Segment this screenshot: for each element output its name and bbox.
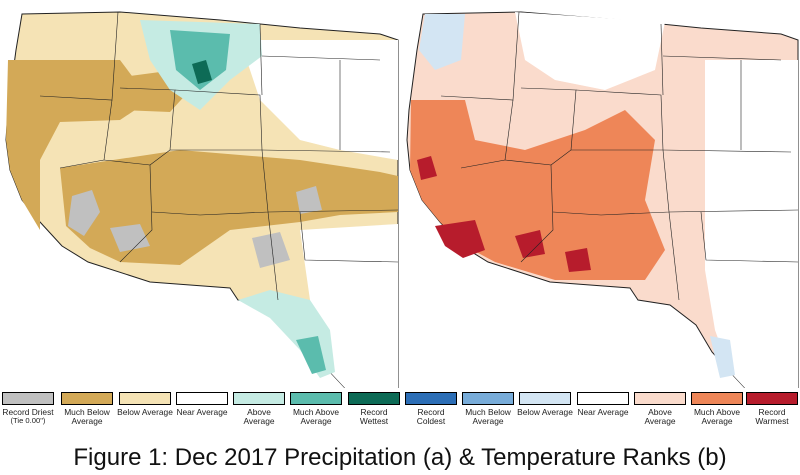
- record-warmest-sierra: [417, 156, 437, 180]
- temperature-map: [405, 0, 800, 388]
- legend-below-average-temp: Below Average: [517, 390, 573, 442]
- legend-swatch: [2, 392, 54, 405]
- legend-record-coldest: Record Coldest: [403, 390, 459, 442]
- legend-sublabel: (Tie 0.00"): [10, 416, 46, 425]
- figure-caption: Figure 1: Dec 2017 Precipitation (a) & T…: [73, 444, 727, 471]
- legend-label: Record Driest: [2, 407, 54, 417]
- much-above-texas: [296, 336, 326, 374]
- legend-swatch: [462, 392, 514, 405]
- legend-label: Much Above Average: [693, 407, 741, 426]
- legend-much-above-average-precip: Much Above Average: [288, 390, 344, 442]
- near-average-plains: [240, 40, 398, 160]
- legend-label: Above Average: [243, 407, 275, 426]
- legend-label: Much Above Average: [292, 407, 340, 426]
- legend-above-average-precip: Above Average: [231, 390, 287, 442]
- legend-swatch: [176, 392, 228, 405]
- legend-label: Record Coldest: [416, 407, 446, 426]
- legend-below-average-precip: Below Average: [117, 390, 173, 442]
- legend-label: Above Average: [644, 407, 676, 426]
- legend-record-warmest: Record Warmest: [744, 390, 800, 442]
- state-borders: [440, 11, 799, 301]
- temperature-map-graphic: [406, 11, 799, 388]
- legend-label: Much Below Average: [465, 407, 511, 426]
- legend-much-below-average-precip: Much Below Average: [59, 390, 115, 442]
- record-driest-nm: [252, 232, 290, 268]
- legend-swatch: [119, 392, 171, 405]
- legend-label: Below Average: [117, 407, 173, 417]
- precipitation-map: [0, 0, 400, 388]
- precipitation-map-graphic: [5, 11, 399, 388]
- legend-near-average-temp: Near Average: [575, 390, 631, 442]
- record-warmest-az: [515, 230, 545, 258]
- legend-swatch: [233, 392, 285, 405]
- legend-above-average-temp: Above Average: [632, 390, 688, 442]
- state-borders: [39, 11, 399, 301]
- legend-record-wettest: Record Wettest: [346, 390, 402, 442]
- legend-swatch: [634, 392, 686, 405]
- legend-swatch: [746, 392, 798, 405]
- legend-label: Record Warmest: [755, 407, 789, 426]
- legend-label: Near Average: [176, 407, 228, 417]
- below-average-northwest: [419, 14, 465, 70]
- legend: Record Driest (Tie 0.00") Much Below Ave…: [0, 390, 800, 442]
- legend-swatch: [519, 392, 571, 405]
- record-wettest-montana: [192, 60, 212, 84]
- record-driest-nv: [68, 190, 100, 236]
- record-warmest-nm: [565, 248, 591, 272]
- legend-label: Near Average: [577, 407, 629, 417]
- legend-label: Record Wettest: [359, 407, 389, 426]
- legend-record-driest: Record Driest (Tie 0.00"): [0, 390, 56, 442]
- legend-swatch: [577, 392, 629, 405]
- legend-label: Much Below Average: [64, 407, 110, 426]
- record-warmest-socal: [435, 220, 485, 258]
- legend-much-below-average-temp: Much Below Average: [460, 390, 516, 442]
- legend-label: Below Average: [517, 407, 573, 417]
- near-average-east: [705, 60, 798, 388]
- below-average-texas-coast: [710, 336, 735, 378]
- record-driest-az: [110, 224, 150, 252]
- legend-swatch: [61, 392, 113, 405]
- record-driest-co: [296, 186, 322, 214]
- legend-near-average-precip: Near Average: [174, 390, 230, 442]
- legend-swatch: [691, 392, 743, 405]
- legend-much-above-average-temp: Much Above Average: [689, 390, 745, 442]
- near-average-north: [515, 12, 665, 90]
- legend-swatch: [290, 392, 342, 405]
- much-below-west: [6, 60, 150, 230]
- legend-swatch: [348, 392, 400, 405]
- much-above-montana: [170, 30, 230, 90]
- legend-swatch: [405, 392, 457, 405]
